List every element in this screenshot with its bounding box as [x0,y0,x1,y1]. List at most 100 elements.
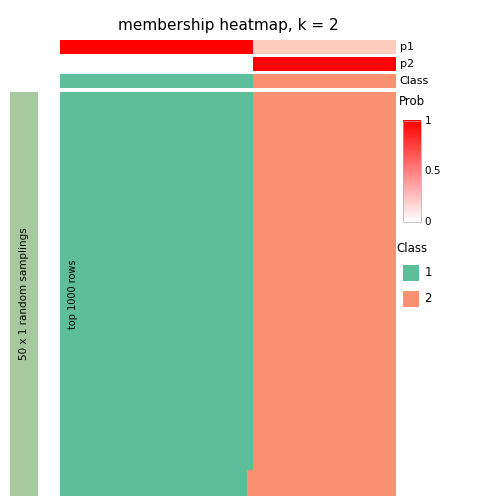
Bar [403,192,421,193]
Bar [403,154,421,155]
Bar [403,170,421,171]
Bar [403,191,421,193]
Bar [403,167,421,169]
Bar [403,142,421,143]
Bar [403,132,421,133]
Bar [403,132,421,134]
Bar [403,162,421,163]
Text: 0.5: 0.5 [425,166,442,176]
Bar [403,188,421,190]
Bar [403,163,421,165]
Bar [403,159,421,160]
Bar [403,147,421,148]
Bar [403,143,421,145]
Bar [403,190,421,192]
Bar [403,177,421,179]
Bar [403,173,421,175]
Bar [403,168,421,170]
Bar [253,57,396,71]
Bar [403,176,421,177]
Bar [403,121,421,122]
Bar [60,40,253,54]
Text: membership heatmap, k = 2: membership heatmap, k = 2 [118,18,338,33]
Bar [38,92,60,496]
Bar [403,124,421,125]
Bar [403,150,421,151]
Bar [403,215,421,216]
Bar [403,291,419,307]
Bar [403,121,421,222]
Bar [403,204,421,205]
Bar [403,157,421,159]
Bar [403,180,421,181]
Bar [403,205,421,207]
Bar [403,220,421,221]
Bar [403,197,421,198]
Bar [403,182,421,184]
Text: p2: p2 [400,59,414,69]
Bar [403,190,421,191]
Bar [60,57,253,71]
Bar [60,92,396,496]
Bar [403,185,421,186]
Bar [403,144,421,145]
Bar [403,178,421,180]
Bar [403,217,421,218]
Bar [403,145,421,146]
Bar [403,194,421,195]
Bar [403,120,421,122]
Bar [403,207,421,208]
Bar [403,210,421,212]
Text: 1: 1 [424,266,432,279]
Bar [403,208,421,209]
Bar [403,216,421,218]
Bar [403,157,421,158]
Bar [403,212,421,213]
Bar [403,213,421,214]
Bar [403,193,421,194]
Bar [403,134,421,135]
Bar [403,151,421,152]
Bar [403,169,421,170]
Bar [403,196,421,198]
Bar [403,175,421,176]
Bar [403,130,421,131]
Bar [403,147,421,149]
Bar [403,211,421,213]
Bar [60,74,253,88]
Bar [403,164,421,165]
Bar [403,137,421,139]
Bar [10,92,38,496]
Bar [403,184,421,185]
Bar [403,133,421,135]
Bar [403,220,421,222]
Bar [403,214,421,215]
Bar [403,123,421,124]
Bar [403,171,421,172]
Bar [403,200,421,202]
Bar [403,127,421,129]
Bar [253,74,396,88]
Bar [403,152,421,153]
Text: p1: p1 [400,42,414,52]
Bar [403,165,421,166]
Bar [403,122,421,123]
Bar [403,141,421,142]
Text: Prob: Prob [399,95,425,108]
Text: Class: Class [400,76,429,86]
Bar [403,149,421,150]
Bar [403,125,421,127]
Bar [403,167,421,168]
Bar [403,174,421,175]
Bar [403,136,421,137]
Text: Class: Class [397,241,427,255]
Bar [403,166,421,167]
Bar [403,187,421,188]
Text: 0: 0 [425,217,431,227]
Bar [403,183,421,185]
Bar [403,215,421,217]
Bar [403,201,421,203]
Bar [403,219,421,220]
Bar [403,195,421,196]
Bar [253,40,396,54]
